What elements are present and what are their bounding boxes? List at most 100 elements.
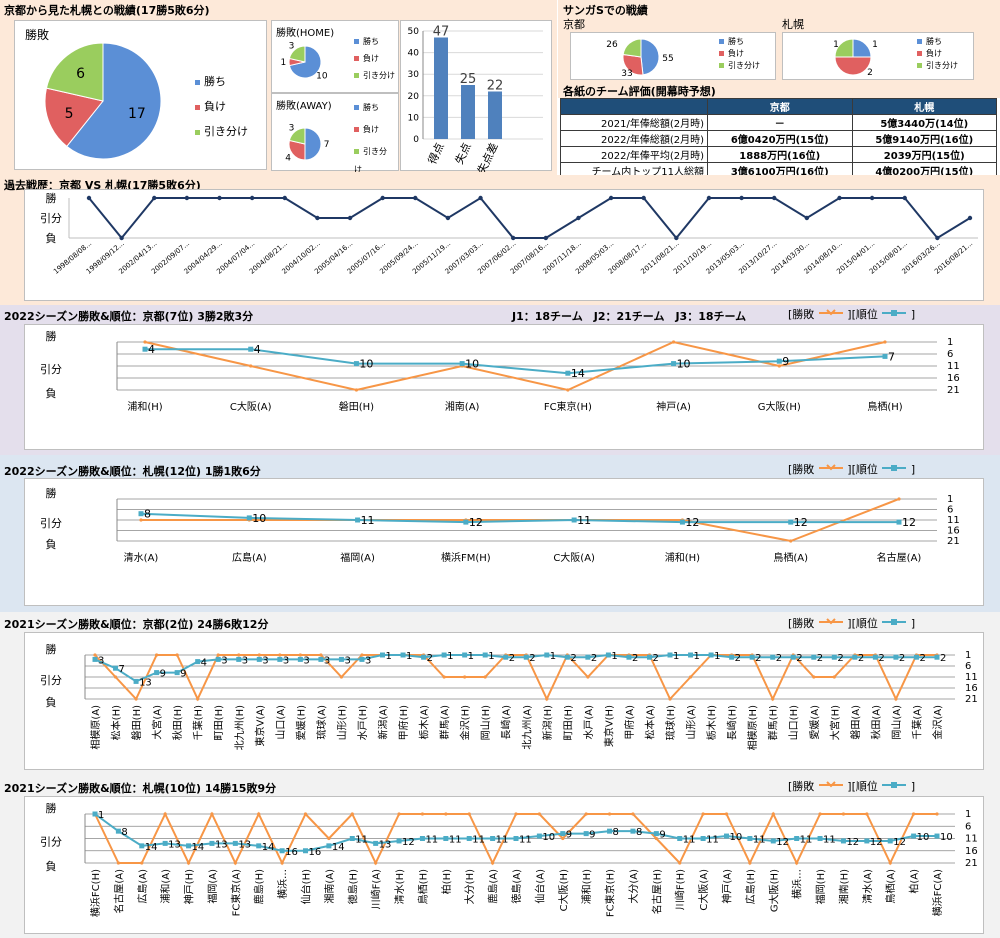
rank-value-label: 2 <box>632 653 638 664</box>
evals-sapporo: 2039万円(15位) <box>851 146 997 163</box>
result-point <box>152 195 157 201</box>
rank-point <box>536 833 542 839</box>
rank-point <box>671 361 677 367</box>
rank-value-label: 13 <box>168 839 181 850</box>
legend-label: 引き分け <box>204 124 248 138</box>
rank-value-label: 2 <box>755 653 761 664</box>
result-point <box>739 195 744 201</box>
result-point <box>772 195 777 201</box>
evals-table: 京都 札幌 2021/年俸総額(2月時) － 5億3440万(14位) 2022/年… <box>560 98 997 179</box>
pie-slice <box>288 45 306 63</box>
rank-value-label: 1 <box>386 651 392 662</box>
result-point <box>216 653 220 657</box>
rank-value-label: 11 <box>823 835 836 846</box>
rank-value-label: 12 <box>902 516 916 529</box>
rank-point <box>679 519 685 525</box>
result-point <box>706 195 712 201</box>
result-point <box>566 388 570 392</box>
result-point <box>678 861 682 865</box>
rank-value-label: 2 <box>796 653 802 664</box>
rank-value-label: 3 <box>98 655 104 666</box>
pie-slice <box>640 38 660 76</box>
evals-head-sapporo: 札幌 <box>851 98 997 115</box>
x-category-label: 山口(A) <box>275 705 287 740</box>
rank-point <box>503 654 509 660</box>
rank-tick-label: 1 <box>965 650 971 661</box>
rank-value-label: 1 <box>98 810 104 821</box>
history-chart-box: 勝引分負 1998/08/08... 1998/09/12... 2002/04/13… <box>24 189 984 301</box>
legend-result-swatch <box>818 781 843 788</box>
rank-value-label: 2 <box>591 653 597 664</box>
rank-point <box>811 654 817 660</box>
x-category-label: 柏(A) <box>908 869 921 894</box>
x-category-label: 東京V(H) <box>602 705 615 747</box>
rank-value-label: 1 <box>488 651 494 662</box>
rank-tick-label: 21 <box>965 694 978 705</box>
legend-label: 負け <box>363 124 379 134</box>
rank-value-label: 11 <box>519 835 532 846</box>
result-point <box>671 340 676 344</box>
x-category-label: 川崎F(A) <box>370 869 383 909</box>
y-category-label: 引分 <box>40 673 62 687</box>
rank-tick-label: 16 <box>965 683 978 694</box>
x-category-label: 得点 <box>426 141 447 166</box>
rank-tick-label: 11 <box>965 672 978 683</box>
result-line <box>88 196 971 240</box>
rank-point <box>788 519 794 525</box>
result-point <box>818 812 822 816</box>
rank-value-label: 10 <box>252 512 266 525</box>
x-category-label: C大阪(A) <box>697 869 710 911</box>
x-category-label: 水戸(H) <box>357 705 369 740</box>
rank-point <box>303 848 308 854</box>
y-category-label: 負 <box>46 387 57 400</box>
rank-point <box>770 654 776 660</box>
rank-value-label: 11 <box>706 835 719 846</box>
rank-point <box>896 519 902 525</box>
rank-point <box>653 831 659 837</box>
x-category-label: 鹿島(H) <box>253 869 266 904</box>
x-category-label: 湘南(H) <box>837 869 850 904</box>
rank-point <box>459 361 465 367</box>
x-category-label: 北九州(H) <box>234 705 246 750</box>
result-point <box>935 812 939 816</box>
x-category-label: 鳥栖(A) <box>884 869 897 904</box>
rank-point <box>174 670 180 676</box>
result-point <box>510 235 516 241</box>
rank-value-label: 10 <box>359 358 373 371</box>
x-category-label: 水戸(A) <box>583 705 595 740</box>
legend-rank-swatch <box>882 782 907 788</box>
result-point <box>444 812 448 816</box>
pie-slice <box>304 127 322 161</box>
rank-value-label: 2 <box>570 653 576 664</box>
legend-label: 勝ち <box>363 36 379 46</box>
rank-value-label: 1 <box>406 651 412 662</box>
score-value-label: 47 <box>433 24 450 39</box>
pie-slice <box>852 38 872 58</box>
rank-value-label: 1 <box>611 651 617 662</box>
result-point <box>155 653 159 657</box>
legend-label: 引き分 <box>363 147 387 156</box>
legend-swatch <box>917 51 922 56</box>
rank-point <box>700 836 706 841</box>
result-point <box>380 195 385 201</box>
x-category-label: 徳島(H) <box>346 869 359 904</box>
y-category-label: 負 <box>46 696 57 709</box>
legend-rank-label: ][順位 <box>847 780 878 793</box>
y-category-label: 引分 <box>40 211 62 225</box>
rank-point <box>864 838 870 844</box>
rank-point <box>380 652 386 658</box>
result-point <box>561 836 565 841</box>
rank-tick-label: 6 <box>965 821 971 832</box>
rank-tick-label: 16 <box>947 526 960 537</box>
rank-value-label: 1 <box>714 651 720 662</box>
result-point <box>233 861 237 865</box>
rank-point <box>373 840 379 846</box>
legend-label: 勝ち <box>926 36 942 46</box>
rank-point <box>729 654 735 660</box>
pie-slice <box>834 56 872 76</box>
sapporo22-legend: [勝敗 ][順位 ] <box>788 461 915 477</box>
rank-value-label: 10 <box>465 358 479 371</box>
